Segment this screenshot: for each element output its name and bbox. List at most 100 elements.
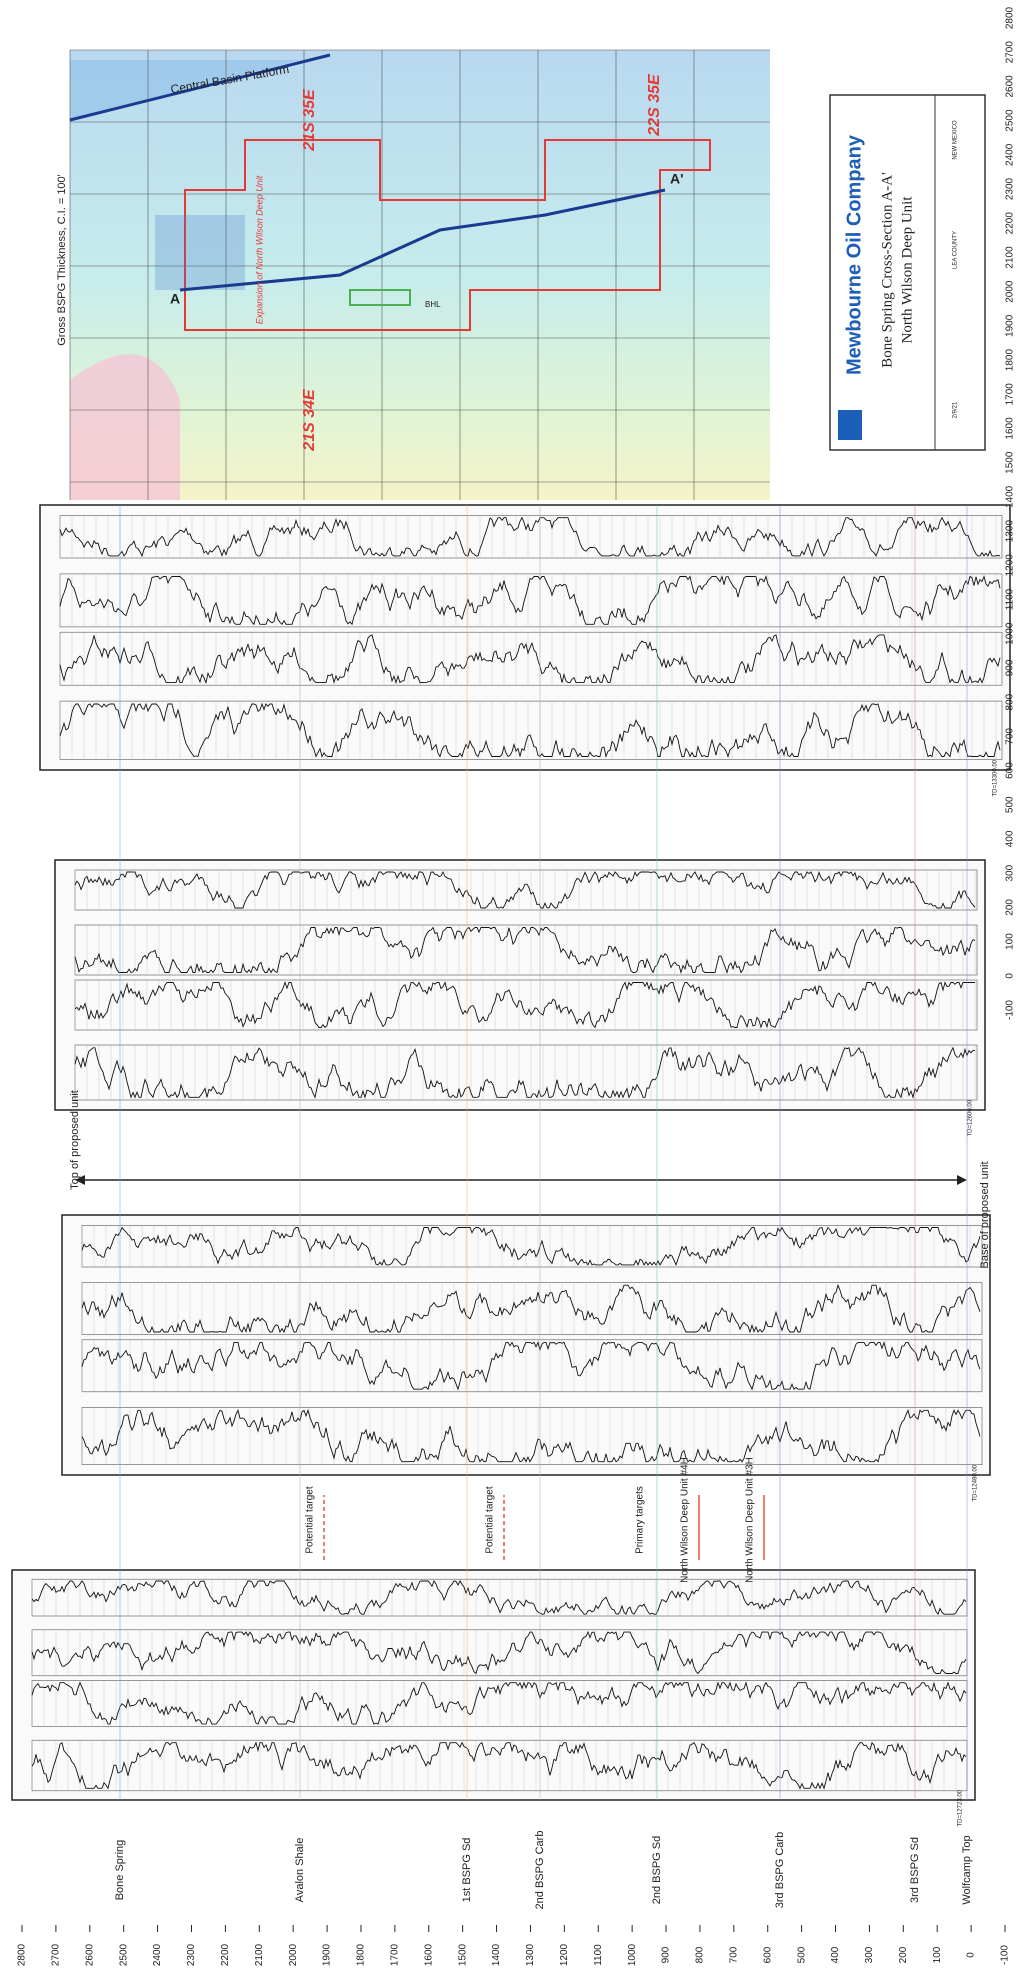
scale-label: 800 (695, 1946, 706, 1963)
formation-label: 3rd BSPG Carb (774, 1832, 786, 1908)
scale-label: 900 (1005, 659, 1016, 676)
log-curve (81, 1283, 981, 1334)
scale-label: 2300 (1005, 177, 1016, 200)
unit-outline (184, 139, 711, 331)
scale-label: 600 (762, 1946, 773, 1963)
formation-label: 1st BSPG Sd (461, 1838, 473, 1903)
map-background (70, 50, 770, 500)
logo (838, 410, 862, 440)
log-frame (39, 504, 1011, 771)
scale-label: 600 (1005, 762, 1016, 779)
scale-label: 500 (796, 1946, 807, 1963)
log-curve (31, 1580, 967, 1616)
scale-label: 500 (1005, 796, 1016, 813)
scale-label: 2100 (1005, 246, 1016, 269)
map-legend: Gross BSPG Thickness, C.I. = 100' (56, 174, 68, 346)
scale-label: 1200 (559, 1943, 570, 1966)
unit-hatch (155, 215, 245, 290)
scale-label: 2800 (17, 1943, 28, 1966)
title: Bone Spring Cross-Section A-A' (879, 172, 895, 368)
formation-label: 2nd BSPG Sd (651, 1836, 663, 1905)
targets: Potential target Potential target Primary … (305, 1457, 765, 1583)
well-td: TD=12600.00 (968, 1099, 974, 1136)
scale-label: 1400 (491, 1943, 502, 1966)
log-curve (59, 516, 1001, 558)
scale-label: 200 (898, 1946, 909, 1963)
scale-label: 1100 (593, 1944, 604, 1966)
scale-label: 900 (661, 1946, 672, 1963)
scale-label: 1500 (457, 1943, 468, 1966)
scale-label: 1700 (1005, 383, 1016, 406)
log-curve (31, 1681, 967, 1725)
scale-label: 0 (1005, 973, 1016, 979)
map-label: 22S 35E (646, 73, 663, 137)
map-label: 21S 34E (301, 388, 318, 452)
scale-label: 400 (830, 1946, 841, 1963)
unit-label: Top of proposed unit (69, 1090, 81, 1190)
title-field: LEA COUNTY (953, 231, 959, 269)
scale-label: 1400 (1005, 485, 1016, 508)
formations: Bone Spring Avalon Shale 1st BSPG Sd 2nd BS… (114, 505, 973, 1909)
well-td: TD=12723.00 (958, 1789, 964, 1826)
formation-label: Bone Spring (114, 1840, 126, 1901)
target-label: Primary targets (635, 1486, 646, 1554)
log-curve (81, 1341, 981, 1391)
log-curve (59, 634, 1001, 685)
formation-label: Avalon Shale (294, 1838, 306, 1903)
scale-label: 800 (1005, 693, 1016, 710)
scale-label: 2400 (1005, 143, 1016, 166)
well-td: TD=12480.00 (973, 1464, 979, 1501)
target-label: North Wilson Deep Unit #4H (680, 1457, 691, 1583)
scale-label: 2000 (1005, 280, 1016, 303)
scale-label: 0 (966, 1952, 977, 1958)
scale-label: 1000 (627, 1943, 638, 1966)
formation-label: 3rd BSPG Sd (909, 1837, 921, 1903)
scale-label: 2700 (51, 1943, 62, 1966)
title-field: 2/9/21 (953, 401, 959, 418)
scale-label: 1900 (322, 1943, 333, 1966)
scale-label: 2100 (254, 1943, 265, 1966)
scale-label: 400 (1005, 830, 1016, 847)
scale-label: 1800 (356, 1943, 367, 1966)
log-curve (74, 981, 975, 1029)
formation-label: 2nd BSPG Carb (534, 1831, 546, 1910)
title-block: Mewbourne Oil Company Bone Spring Cross-… (829, 94, 986, 451)
scale-label: 100 (932, 1946, 943, 1963)
scale-label: 2700 (1005, 41, 1016, 64)
scale-label: 2500 (118, 1943, 129, 1966)
scale-label: 1600 (1005, 417, 1016, 440)
map-label: BHL (425, 300, 441, 309)
target-label: Potential target (305, 1486, 316, 1553)
map-grid (69, 49, 770, 500)
scale-label: -100 (1000, 1945, 1011, 1965)
scale-label: 2500 (1005, 109, 1016, 132)
log-frame (11, 1569, 976, 1801)
depth-scales: 2800 2800 2700 2700 2600 2600 2500 2500 2400 2400… (17, 6, 1016, 1966)
subtitle: North Wilson Deep Unit (899, 196, 915, 344)
scale-label: 2400 (152, 1943, 163, 1966)
log-curve (74, 1046, 976, 1100)
scale-label: 1000 (1005, 622, 1016, 645)
scale-label: 100 (1005, 933, 1016, 950)
scale-label: 1800 (1005, 349, 1016, 372)
target-label: North Wilson Deep Unit #3H (745, 1457, 756, 1583)
scale-label: 2600 (1005, 75, 1016, 98)
scale-label: 1100 (1005, 588, 1016, 610)
map-zone (70, 354, 180, 500)
log-curve (74, 870, 976, 909)
scale-label: 1600 (423, 1943, 434, 1966)
title-field: NEW MEXICO (953, 120, 959, 160)
map: Gross BSPG Thickness, C.I. = 100' Centra… (56, 49, 770, 500)
scale-label: 700 (728, 1946, 739, 1963)
scale-label: 700 (1005, 728, 1016, 745)
map-label: A' (670, 171, 683, 187)
log-curve (31, 1741, 967, 1790)
target-label: Potential target (485, 1486, 496, 1553)
scale-label: 1300 (525, 1943, 536, 1966)
scale-label: 1500 (1005, 451, 1016, 474)
title-frame (829, 94, 986, 451)
well-logs: TD=13300.00 TD=12600.00 TD=12480.00 TD=1272… (11, 504, 1011, 1827)
scale-label: 200 (1005, 899, 1016, 916)
scale-label: -100 (1005, 1000, 1016, 1020)
